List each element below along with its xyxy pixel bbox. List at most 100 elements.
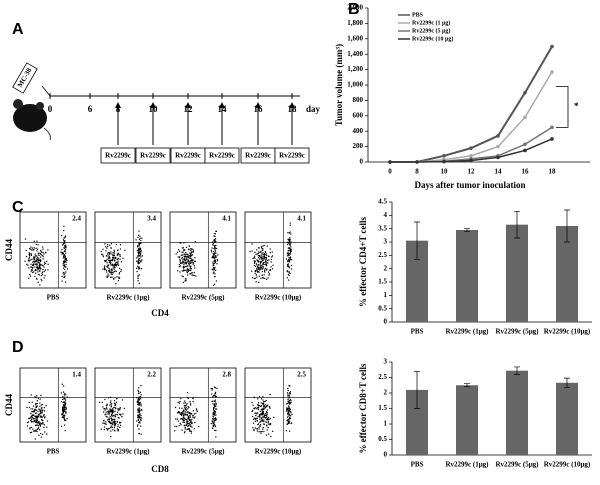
flow-dot [211,257,213,259]
flow-dot [179,259,181,261]
flow-dot [189,269,191,272]
flow-dot [178,411,180,414]
flow-dot [178,266,180,268]
flow-dot [111,273,113,276]
flow-dot [113,263,115,266]
flow-dot [266,424,268,426]
flow-dot [40,264,42,266]
flow-dot [174,425,176,427]
flow-dot [215,405,217,407]
flow-dot [190,253,192,255]
flow-dot [288,254,290,256]
flow-dot [181,429,183,431]
flow-dot [289,393,291,395]
flow-dot [289,259,291,261]
flow-dot [192,263,194,265]
flow-dot [194,267,196,269]
flow-dot [211,420,213,422]
flow-dot [288,260,291,262]
flow-dot [33,420,35,422]
flow-dot [185,266,187,268]
flow-dot [181,414,183,416]
flow-dot [214,238,217,240]
gate-percent: 1.4 [72,371,81,379]
flow-dot [256,428,258,430]
flow-dot [288,239,290,242]
flow-dot [32,418,35,420]
flow-dot [214,391,217,394]
flow-dot [116,420,118,423]
flow-dot [32,417,34,419]
flow-dot [40,408,42,410]
flow-dot [214,233,216,235]
day-label: 6 [88,104,93,114]
flow-dot [266,405,268,408]
flow-dot [252,257,254,260]
flow-dot [215,244,217,247]
flow-dot [288,274,290,277]
flow-dot [110,253,112,255]
flow-dot [259,267,261,269]
flow-dot [115,264,117,266]
flow-dot [36,428,38,430]
flow-dot [111,426,113,428]
flow-dot [256,271,259,273]
flow-dot [215,419,217,422]
flow-dot [104,423,106,425]
flow-dot [255,253,257,255]
flow-dot [289,402,291,405]
flow-dot [62,413,64,416]
flow-dot [263,261,265,264]
flow-dot [258,260,260,262]
flow-dot [137,259,140,261]
y-tick-label: 4.5 [378,198,387,206]
flow-dot [251,401,253,404]
x-marker: CD8 [151,464,169,474]
flow-dot [273,416,275,419]
flow-dot [289,244,291,246]
flow-dot [266,412,268,414]
flow-dot [28,256,31,258]
flow-dot [262,405,265,407]
flow-dot [289,416,291,418]
flow-dot [192,251,194,253]
flow-dot [215,402,217,404]
flow-dot [104,414,106,416]
flow-dot [187,418,189,420]
flow-dot [139,417,141,419]
flow-dot [65,257,67,260]
flow-dot [191,413,193,415]
flow-dot [30,270,32,272]
flow-dot [212,396,214,398]
flow-dot [256,413,258,415]
flow-dot [36,405,38,407]
flow-dot [194,241,196,243]
flow-dot [112,272,114,274]
flow-dot [179,242,181,244]
arrow-head [289,102,295,108]
flow-dot [269,393,271,396]
flow-dot [212,261,214,263]
flow-dot [110,405,113,407]
flow-dot [287,395,289,397]
flow-dot [258,275,260,277]
flow-dot [182,281,185,283]
flow-dot [188,428,190,431]
flow-dot [64,410,66,412]
flow-dot [119,422,121,424]
point [523,142,527,147]
flow-dot [35,243,37,246]
flow-dot [108,256,110,258]
flow-dot [105,428,108,430]
flow-dot [37,259,40,261]
flow-dot [138,417,140,419]
flow-dot [110,261,112,264]
flow-dot [286,423,289,425]
flow-dot [214,256,216,258]
flow-dot [139,391,141,393]
flow-dot [289,250,291,252]
flow-dot [287,249,289,252]
flow-dot [261,252,263,254]
flow-dot [137,414,139,416]
flow-dot [114,419,116,421]
